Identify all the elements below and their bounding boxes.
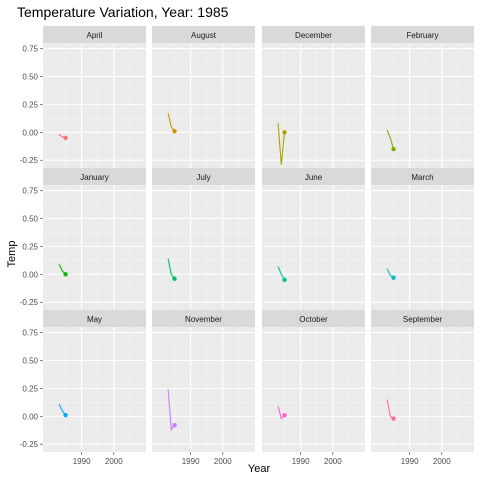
y-tick-label: -0.25 [20, 298, 39, 307]
x-tick-label: 1990 [292, 457, 310, 466]
panel-background [262, 327, 365, 452]
y-tick-label: 0.00 [22, 412, 38, 421]
x-tick-label: 2000 [105, 457, 123, 466]
facet-panel: April [43, 26, 146, 168]
data-point [63, 412, 68, 418]
facet-panel: August [152, 26, 255, 168]
panel-background [371, 43, 474, 168]
facet-panel: December [262, 26, 365, 168]
data-point [391, 416, 396, 421]
y-tick-label: 0.50 [22, 214, 38, 223]
facet-strip [152, 310, 255, 327]
facet-strip [262, 26, 365, 43]
facet-strip-label: October [299, 315, 328, 324]
facet-strip [43, 26, 146, 43]
facet-strip-label: September [403, 315, 442, 324]
facet-strip-label: March [411, 173, 433, 182]
panel-background [43, 185, 146, 310]
x-axis-labels: 1990 2000 1990 2000 1990 2000 1990 2000 [73, 452, 451, 466]
x-tick-label: 1990 [73, 457, 91, 466]
data-point [172, 276, 177, 281]
facet-panel: January [43, 168, 146, 310]
facet-panel: June [262, 168, 365, 310]
facet-strip-label: May [87, 315, 102, 324]
facet-panel: March [371, 168, 474, 310]
y-axis-labels: -0.25 0.00 0.25 0.50 0.75 -0.25 0.00 0.25 0.50 0.… [20, 45, 43, 449]
facet-strip [152, 26, 255, 43]
y-tick-label: 0.25 [22, 242, 38, 251]
facet-strip [371, 26, 474, 43]
x-tick-label: 2000 [433, 457, 451, 466]
y-axis-title: Temp [6, 241, 18, 268]
data-point [172, 128, 177, 134]
data-point [63, 135, 68, 141]
panel-background [371, 185, 474, 310]
panel-background [43, 43, 146, 168]
data-point [63, 272, 68, 277]
facet-strip-label: August [191, 31, 217, 40]
x-tick-label: 1990 [401, 457, 419, 466]
facet-strip-label: January [80, 173, 108, 182]
facet-panel: November [152, 310, 255, 452]
facet-strip [371, 310, 474, 327]
y-tick-label: 0.25 [22, 100, 38, 109]
data-point [391, 146, 396, 152]
facet-strip-label: December [295, 31, 332, 40]
facet-strip [43, 168, 146, 185]
facet-strip-label: April [86, 31, 102, 40]
series-line [277, 123, 286, 165]
x-tick-label: 2000 [214, 457, 232, 466]
facet-strip-label: June [305, 173, 323, 182]
panel-background [152, 43, 255, 168]
panel-background [43, 327, 146, 452]
y-tick-label: 0.75 [22, 329, 38, 338]
facet-panel: July [152, 168, 255, 310]
y-tick-label: 0.75 [22, 187, 38, 196]
y-tick-label: 0.00 [22, 270, 38, 279]
y-tick-label: 0.75 [22, 45, 38, 54]
y-tick-label: -0.25 [20, 440, 39, 449]
data-point [282, 277, 287, 283]
y-tick-label: 0.00 [22, 128, 38, 137]
x-tick-label: 2000 [324, 457, 342, 466]
facet-strip [371, 168, 474, 185]
facet-panel: February [371, 26, 474, 168]
facet-strip-label: July [196, 173, 210, 182]
y-tick-label: 0.50 [22, 356, 38, 365]
series-line [386, 129, 395, 150]
data-point [282, 412, 287, 418]
facet-panel: October [262, 310, 365, 452]
facet-strip [43, 310, 146, 327]
panel-background [262, 43, 365, 168]
facet-panel: September [371, 310, 474, 452]
x-axis-title: Year [248, 463, 271, 475]
facet-strip [152, 168, 255, 185]
facet-strip [262, 310, 365, 327]
data-point [391, 275, 396, 280]
panel-background [262, 185, 365, 310]
data-point [172, 423, 177, 428]
data-point [282, 130, 287, 135]
facet-strip-label: November [185, 315, 222, 324]
panel-background [152, 185, 255, 310]
panel-background [152, 327, 255, 452]
facet-panel: May [43, 310, 146, 452]
x-tick-label: 1990 [182, 457, 200, 466]
facet-strip [262, 168, 365, 185]
panel-background [371, 327, 474, 452]
y-tick-label: 0.25 [22, 384, 38, 393]
facet-strip-label: February [406, 31, 438, 40]
chart-title: Temperature Variation, Year: 1985 [17, 4, 229, 20]
y-tick-label: 0.50 [22, 72, 38, 81]
facet-panels: April August December February January July Ju… [43, 26, 474, 452]
y-tick-label: -0.25 [20, 156, 39, 165]
